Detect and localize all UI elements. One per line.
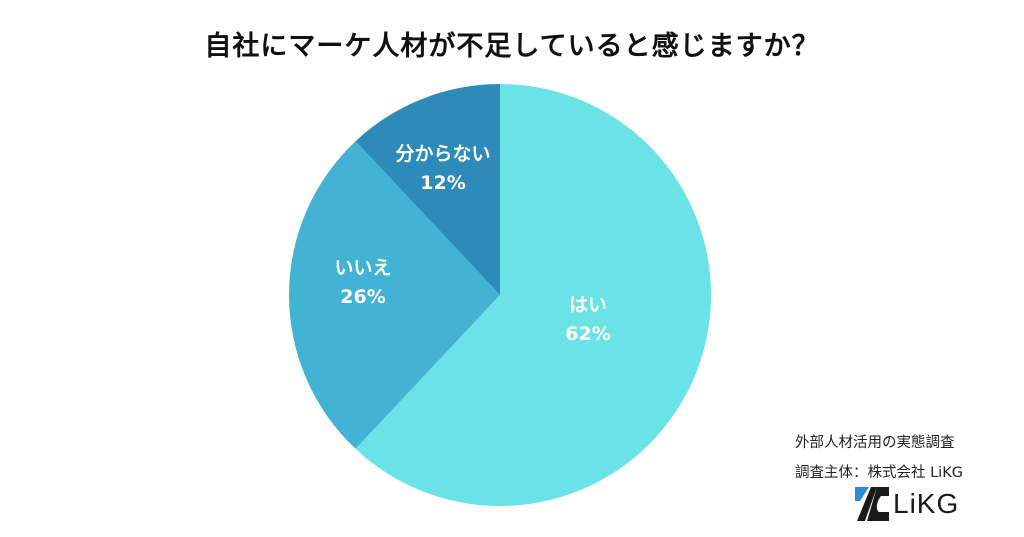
pie-slice-no <box>288 141 500 449</box>
likg-logo-icon <box>855 487 889 521</box>
survey-sponsor: 調査主体：株式会社 LiKG <box>795 465 963 481</box>
slice-yes-value: 62% <box>565 323 611 345</box>
slice-unknown-value: 12% <box>420 172 466 194</box>
slice-no-value: 26% <box>340 286 386 308</box>
slice-unknown-category: 分からない <box>395 143 491 165</box>
slice-label-no: いいえ 26% <box>334 254 391 312</box>
pie-slice-yes <box>355 84 711 506</box>
pie-slice-unknown <box>355 84 500 295</box>
slice-label-yes: はい 62% <box>565 291 610 349</box>
survey-name: 外部人材活用の実態調査 <box>795 435 955 451</box>
slice-yes-category: はい <box>568 294 608 316</box>
logo-text: LiKG <box>893 488 960 519</box>
likg-logo: LiKG <box>855 487 985 521</box>
slice-label-unknown: 分からない 12% <box>395 140 490 198</box>
chart-title: 自社にマーケ人材が不足していると感じますか？ <box>204 31 820 62</box>
slice-no-category: いいえ <box>334 257 392 279</box>
